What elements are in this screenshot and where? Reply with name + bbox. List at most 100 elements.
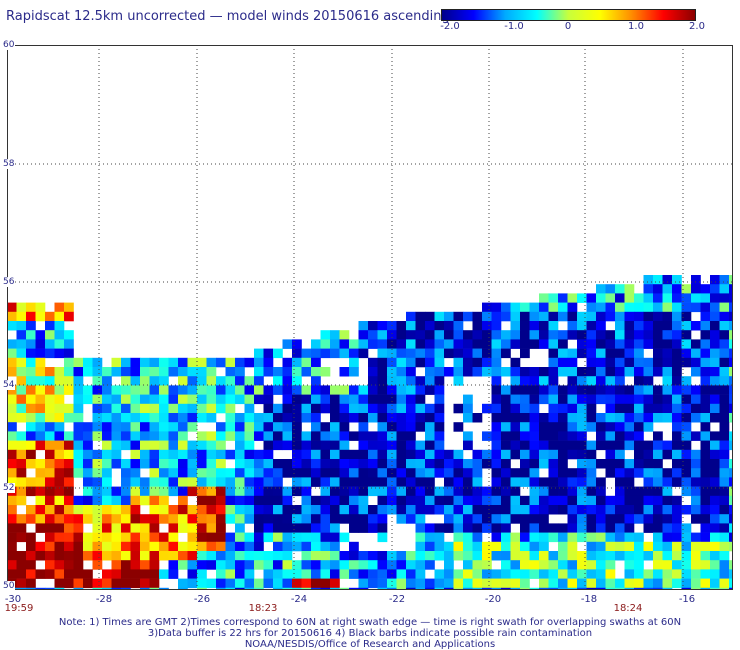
wind-cell [567, 422, 578, 432]
wind-cell [472, 413, 483, 423]
wind-cell [178, 385, 188, 395]
wind-cell [681, 505, 692, 515]
wind-cell [187, 505, 198, 515]
wind-cell [662, 330, 673, 340]
wind-cell [282, 385, 293, 395]
wind-cell [662, 385, 673, 395]
wind-cell [529, 440, 540, 451]
wind-cell [320, 532, 331, 543]
wind-cell [558, 422, 568, 432]
wind-cell [16, 413, 27, 423]
wind-cell [691, 275, 701, 285]
wind-cell [225, 449, 236, 460]
wind-cell [491, 339, 502, 349]
wind-cell [643, 403, 654, 414]
wind-cell [653, 311, 663, 322]
wind-cell [624, 422, 635, 432]
wind-cell [349, 348, 359, 359]
wind-cell [83, 449, 93, 460]
wind-cell [662, 367, 673, 377]
wind-cell [16, 523, 27, 533]
wind-cell [558, 560, 568, 570]
wind-cell [615, 422, 625, 432]
wind-cell [396, 560, 407, 570]
wind-cell [35, 514, 46, 524]
wind-cell [520, 302, 530, 313]
wind-cell [26, 532, 36, 543]
wind-cell [387, 330, 397, 340]
wind-cell [681, 413, 692, 423]
wind-cell [482, 311, 492, 322]
wind-cell [529, 367, 540, 377]
wind-cell [140, 486, 150, 497]
wind-cell [567, 560, 578, 570]
wind-cell [244, 431, 255, 441]
wind-cell [216, 385, 226, 395]
wind-cell [54, 449, 65, 460]
wind-cell [463, 523, 473, 533]
wind-cell [263, 505, 274, 515]
wind-cell [729, 284, 733, 294]
wind-cell [273, 376, 283, 386]
wind-cell [624, 311, 635, 322]
wind-cell [7, 440, 17, 451]
wind-cell [311, 551, 321, 561]
wind-cell [235, 532, 245, 543]
wind-cell [482, 495, 492, 506]
wind-cell [634, 330, 644, 340]
wind-cell [586, 449, 597, 460]
wind-cell [263, 459, 274, 469]
wind-cell [159, 514, 169, 524]
wind-cell [7, 459, 17, 469]
wind-cell [396, 468, 407, 478]
wind-cell [225, 403, 236, 414]
wind-cell [529, 302, 540, 313]
wind-cell [577, 532, 587, 543]
wind-cell [244, 587, 255, 590]
wind-cell [425, 495, 435, 506]
wind-cell [263, 413, 274, 423]
wind-cell [520, 551, 530, 561]
wind-cell [615, 403, 625, 414]
wind-cell [26, 505, 36, 515]
wind-cell [330, 486, 340, 497]
wind-cell [254, 505, 264, 515]
wind-cell [339, 495, 350, 506]
wind-cell [586, 330, 597, 340]
wind-cell [282, 486, 293, 497]
wind-cell [102, 367, 112, 377]
wind-cell [681, 449, 692, 460]
wind-cell [168, 422, 179, 432]
wind-cell [615, 431, 625, 441]
wind-cell [415, 403, 426, 414]
wind-cell [653, 284, 663, 294]
wind-cell [406, 495, 416, 506]
wind-cell [396, 477, 407, 487]
wind-cell [729, 302, 733, 313]
wind-cell [149, 385, 160, 395]
wind-cell [700, 477, 711, 487]
wind-cell [710, 578, 720, 589]
grid-lines-layer [7, 45, 733, 590]
wind-cell [558, 551, 568, 561]
wind-cell [453, 459, 464, 469]
wind-cell [311, 357, 321, 368]
wind-cell [159, 505, 169, 515]
wind-cell [187, 514, 198, 524]
wind-cell [121, 431, 131, 441]
wind-cell [45, 403, 55, 414]
wind-cell [187, 541, 198, 552]
wind-cell [358, 394, 369, 405]
wind-cell [121, 367, 131, 377]
wind-cell [149, 440, 160, 451]
wind-cell [102, 541, 112, 552]
wind-cell [710, 459, 720, 469]
wind-cell [130, 413, 141, 423]
wind-cell [586, 367, 597, 377]
wind-cell [624, 357, 635, 368]
wind-cell [662, 275, 673, 285]
wind-cell [45, 376, 55, 386]
wind-cell [444, 459, 454, 469]
wind-cell [159, 422, 169, 432]
wind-cell [140, 440, 150, 451]
